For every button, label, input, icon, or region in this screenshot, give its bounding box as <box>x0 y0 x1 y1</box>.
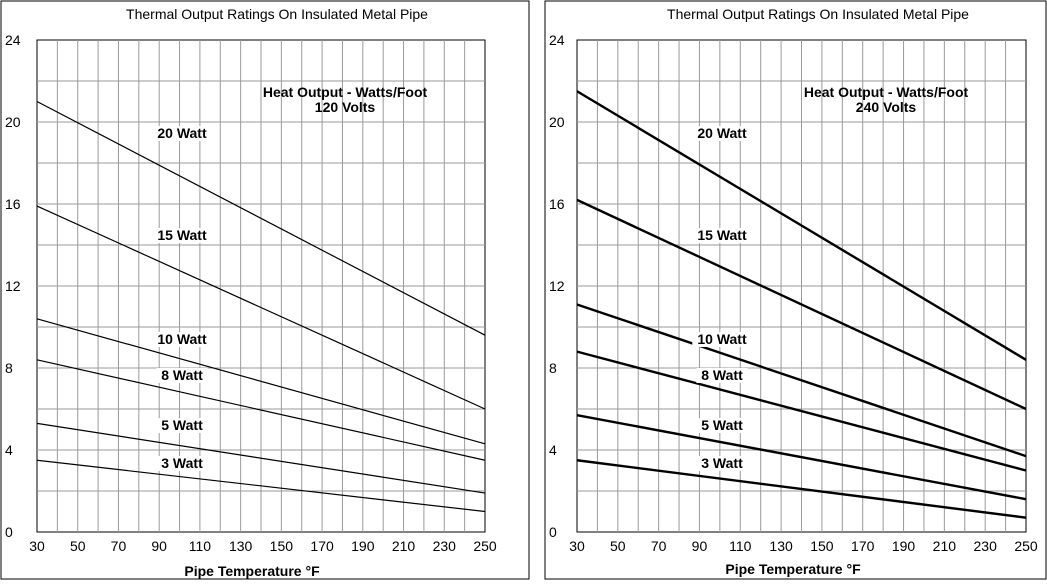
series-line-15-watt <box>576 198 1027 411</box>
series-label-15-watt: 15 Watt <box>157 227 207 243</box>
series-line-15-watt <box>36 205 486 410</box>
x-tick-label: 110 <box>189 538 212 554</box>
series-label-15-watt: 15 Watt <box>697 227 747 243</box>
series-label-20-watt: 20 Watt <box>697 125 747 141</box>
series-line-3-watt <box>36 459 486 513</box>
annotation-voltage: 240 Volts <box>856 99 917 115</box>
x-tick-label: 30 <box>29 538 45 554</box>
series-label-10-watt: 10 Watt <box>157 331 207 347</box>
x-axis-label: Pipe Temperature °F <box>725 561 861 577</box>
series-label-background <box>692 228 752 243</box>
y-tick-label: 8 <box>5 360 13 376</box>
chart-panel-2: Thermal Output Ratings On Insulated Meta… <box>544 0 1047 580</box>
series-line-20-watt <box>36 100 486 336</box>
series-line-10-watt <box>576 303 1027 458</box>
x-tick-label: 70 <box>651 538 667 554</box>
y-tick-label: 12 <box>549 278 565 294</box>
y-tick-label: 0 <box>549 524 557 540</box>
y-tick-label: 16 <box>549 196 565 212</box>
series-label-background <box>152 228 212 243</box>
x-tick-label: 70 <box>111 538 127 554</box>
x-tick-label: 130 <box>769 538 793 554</box>
x-tick-label: 170 <box>851 538 875 554</box>
x-tick-label: 50 <box>610 538 626 554</box>
series-label-background <box>696 418 748 433</box>
series-label-background <box>156 418 208 433</box>
x-tick-label: 150 <box>810 538 834 554</box>
y-tick-label: 24 <box>5 32 21 48</box>
series-label-5-watt: 5 Watt <box>161 417 203 433</box>
series-label-background <box>696 368 748 383</box>
series-line-20-watt <box>576 90 1027 361</box>
y-tick-label: 8 <box>549 360 557 376</box>
annotation-voltage: 120 Volts <box>315 99 376 115</box>
y-tick-label: 24 <box>549 32 565 48</box>
chart-title: Thermal Output Ratings On Insulated Meta… <box>667 6 969 22</box>
x-tick-label: 50 <box>70 538 86 554</box>
series-label-background <box>152 126 212 141</box>
chart-title: Thermal Output Ratings On Insulated Meta… <box>126 6 428 22</box>
x-tick-label: 190 <box>892 538 916 554</box>
annotation-heat-output: Heat Output - Watts/Foot <box>804 84 969 100</box>
x-tick-label: 250 <box>473 538 497 554</box>
y-tick-label: 4 <box>549 442 557 458</box>
series-label-8-watt: 8 Watt <box>701 367 743 383</box>
x-tick-label: 210 <box>392 538 416 554</box>
series-label-3-watt: 3 Watt <box>701 455 743 471</box>
series-label-background <box>692 126 752 141</box>
x-tick-label: 190 <box>351 538 375 554</box>
series-line-3-watt <box>576 459 1027 519</box>
x-tick-label: 210 <box>933 538 957 554</box>
y-tick-label: 4 <box>5 442 13 458</box>
series-label-10-watt: 10 Watt <box>697 331 747 347</box>
series-label-5-watt: 5 Watt <box>701 417 743 433</box>
x-tick-label: 90 <box>692 538 708 554</box>
y-tick-label: 0 <box>5 524 13 540</box>
series-label-background <box>156 456 208 471</box>
x-axis-label: Pipe Temperature °F <box>184 563 320 579</box>
x-tick-label: 130 <box>229 538 253 554</box>
series-line-8-watt <box>576 350 1027 472</box>
y-tick-label: 12 <box>5 278 21 294</box>
x-tick-label: 230 <box>433 538 457 554</box>
series-label-background <box>696 456 748 471</box>
series-label-background <box>156 368 208 383</box>
series-label-background <box>692 332 752 347</box>
x-tick-label: 30 <box>569 538 585 554</box>
x-tick-label: 150 <box>270 538 294 554</box>
series-label-background <box>152 332 212 347</box>
series-label-8-watt: 8 Watt <box>161 367 203 383</box>
y-tick-label: 20 <box>549 114 565 130</box>
series-line-10-watt <box>36 318 486 445</box>
annotation-heat-output: Heat Output - Watts/Foot <box>263 84 428 100</box>
series-label-20-watt: 20 Watt <box>157 125 207 141</box>
x-tick-label: 230 <box>974 538 998 554</box>
x-tick-label: 250 <box>1014 538 1038 554</box>
series-label-3-watt: 3 Watt <box>161 455 203 471</box>
series-line-8-watt <box>36 359 486 461</box>
x-tick-label: 170 <box>310 538 334 554</box>
y-tick-label: 20 <box>5 114 21 130</box>
series-line-5-watt <box>576 413 1027 501</box>
y-tick-label: 16 <box>5 196 21 212</box>
x-tick-label: 110 <box>729 538 752 554</box>
x-tick-label: 90 <box>151 538 167 554</box>
chart-panel-1: Thermal Output Ratings On Insulated Meta… <box>0 0 530 580</box>
series-line-5-watt <box>36 422 486 494</box>
